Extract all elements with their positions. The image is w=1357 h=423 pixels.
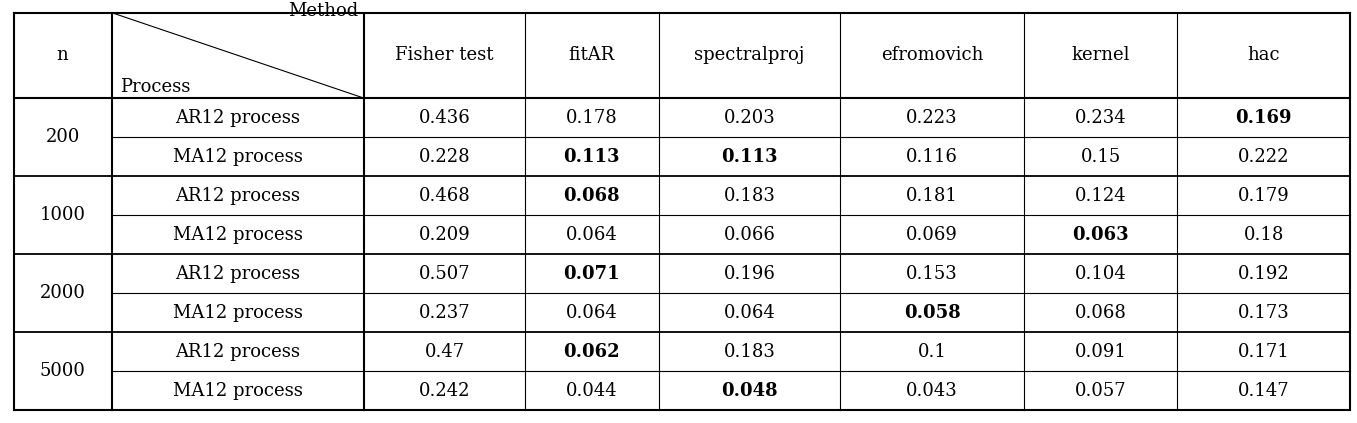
Text: MA12 process: MA12 process bbox=[172, 304, 303, 322]
Text: 0.178: 0.178 bbox=[566, 109, 617, 126]
Text: 0.048: 0.048 bbox=[721, 382, 778, 400]
Text: 0.192: 0.192 bbox=[1238, 265, 1289, 283]
Text: 1000: 1000 bbox=[39, 206, 85, 224]
Text: 0.222: 0.222 bbox=[1238, 148, 1289, 166]
Text: fitAR: fitAR bbox=[569, 47, 615, 64]
Text: 0.203: 0.203 bbox=[723, 109, 775, 126]
Text: 0.069: 0.069 bbox=[906, 226, 958, 244]
Text: 0.064: 0.064 bbox=[566, 304, 617, 322]
Text: Method: Method bbox=[289, 2, 358, 20]
Text: AR12 process: AR12 process bbox=[175, 187, 300, 205]
Text: 0.064: 0.064 bbox=[723, 304, 775, 322]
Text: 5000: 5000 bbox=[39, 362, 85, 380]
Text: 0.113: 0.113 bbox=[721, 148, 778, 166]
Text: 0.147: 0.147 bbox=[1238, 382, 1289, 400]
Text: 0.18: 0.18 bbox=[1243, 226, 1284, 244]
Text: 0.057: 0.057 bbox=[1075, 382, 1126, 400]
Text: 0.104: 0.104 bbox=[1075, 265, 1126, 283]
Text: n: n bbox=[57, 47, 69, 64]
Text: 0.064: 0.064 bbox=[566, 226, 617, 244]
Text: Process: Process bbox=[119, 78, 190, 96]
Text: MA12 process: MA12 process bbox=[172, 148, 303, 166]
Text: kernel: kernel bbox=[1072, 47, 1130, 64]
Text: 0.071: 0.071 bbox=[563, 265, 620, 283]
Text: 0.062: 0.062 bbox=[563, 343, 620, 361]
Text: 0.234: 0.234 bbox=[1075, 109, 1126, 126]
Text: 0.043: 0.043 bbox=[906, 382, 958, 400]
Text: AR12 process: AR12 process bbox=[175, 343, 300, 361]
Text: 0.183: 0.183 bbox=[723, 187, 775, 205]
Text: 0.124: 0.124 bbox=[1075, 187, 1126, 205]
Text: 0.058: 0.058 bbox=[904, 304, 961, 322]
Text: 0.173: 0.173 bbox=[1238, 304, 1289, 322]
Text: 0.068: 0.068 bbox=[563, 187, 620, 205]
Text: 0.068: 0.068 bbox=[1075, 304, 1126, 322]
Text: 0.436: 0.436 bbox=[419, 109, 471, 126]
Text: 0.223: 0.223 bbox=[906, 109, 958, 126]
Text: 0.468: 0.468 bbox=[419, 187, 471, 205]
Text: MA12 process: MA12 process bbox=[172, 226, 303, 244]
Text: efromovich: efromovich bbox=[881, 47, 984, 64]
Text: 0.169: 0.169 bbox=[1235, 109, 1292, 126]
Text: hac: hac bbox=[1247, 47, 1280, 64]
Text: 0.15: 0.15 bbox=[1080, 148, 1121, 166]
Text: 0.153: 0.153 bbox=[906, 265, 958, 283]
Text: MA12 process: MA12 process bbox=[172, 382, 303, 400]
Text: 0.044: 0.044 bbox=[566, 382, 617, 400]
Text: 0.183: 0.183 bbox=[723, 343, 775, 361]
Text: 0.209: 0.209 bbox=[419, 226, 471, 244]
Text: 0.181: 0.181 bbox=[906, 187, 958, 205]
Text: 0.507: 0.507 bbox=[419, 265, 471, 283]
Text: 0.171: 0.171 bbox=[1238, 343, 1289, 361]
Text: 0.228: 0.228 bbox=[419, 148, 471, 166]
Text: 0.113: 0.113 bbox=[563, 148, 620, 166]
Text: AR12 process: AR12 process bbox=[175, 265, 300, 283]
Text: AR12 process: AR12 process bbox=[175, 109, 300, 126]
Text: 0.116: 0.116 bbox=[906, 148, 958, 166]
Text: 0.237: 0.237 bbox=[419, 304, 471, 322]
Text: 0.063: 0.063 bbox=[1072, 226, 1129, 244]
Text: 0.179: 0.179 bbox=[1238, 187, 1289, 205]
Text: 0.1: 0.1 bbox=[917, 343, 947, 361]
Text: 0.47: 0.47 bbox=[425, 343, 464, 361]
Text: 0.066: 0.066 bbox=[723, 226, 775, 244]
Text: 0.196: 0.196 bbox=[723, 265, 775, 283]
Text: Fisher test: Fisher test bbox=[395, 47, 494, 64]
Text: 200: 200 bbox=[46, 128, 80, 146]
Text: 2000: 2000 bbox=[39, 284, 85, 302]
Text: spectralproj: spectralproj bbox=[695, 47, 805, 64]
Text: 0.091: 0.091 bbox=[1075, 343, 1126, 361]
Text: 0.242: 0.242 bbox=[419, 382, 471, 400]
